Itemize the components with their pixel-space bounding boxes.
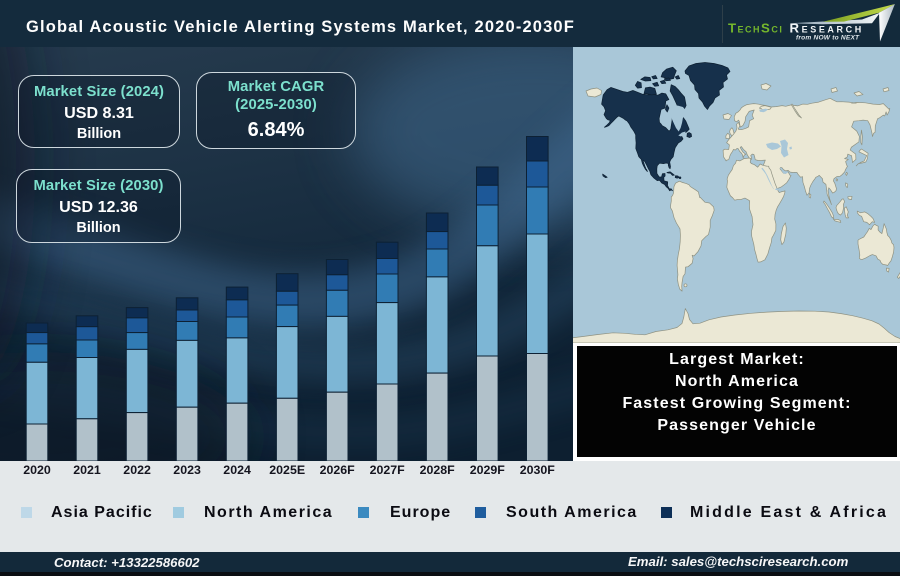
svg-text:TechSci: TechSci xyxy=(728,21,783,36)
svg-text:from NOW to NEXT: from NOW to NEXT xyxy=(796,34,860,41)
svg-text:Research: Research xyxy=(790,21,864,36)
